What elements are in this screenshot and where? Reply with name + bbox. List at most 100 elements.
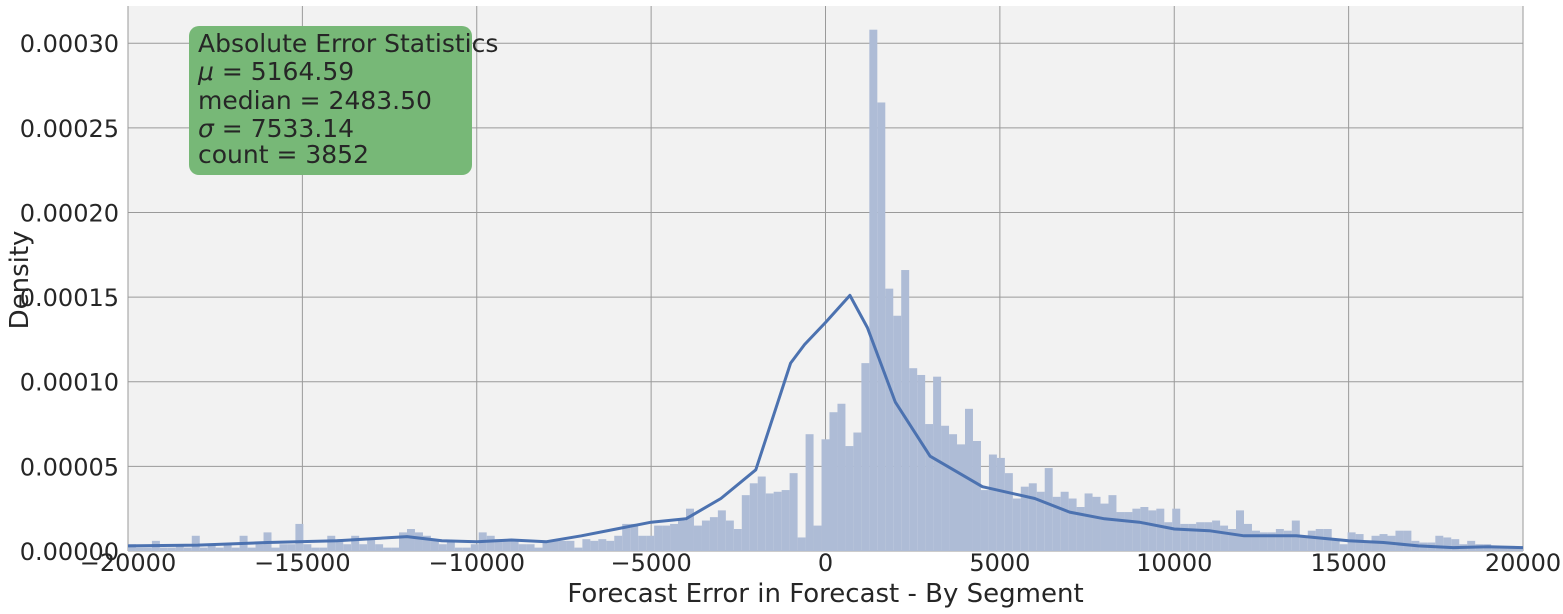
histogram-bar xyxy=(829,412,838,551)
histogram-bar xyxy=(630,523,639,551)
stats-count: count = 3852 xyxy=(198,140,369,169)
histogram-bar xyxy=(1443,537,1452,551)
histogram-bar xyxy=(1220,525,1229,551)
y-tick-label: 0.00020 xyxy=(20,199,119,227)
histogram-bar xyxy=(558,540,567,551)
histogram-bar xyxy=(462,547,471,551)
stats-count-value: count = 3852 xyxy=(198,140,369,169)
histogram-bar xyxy=(367,539,376,551)
stats-std: σ = 7533.14 xyxy=(198,114,354,143)
histogram-bar xyxy=(1108,495,1117,551)
kde-line xyxy=(127,293,1524,550)
histogram-bar xyxy=(957,444,965,551)
histogram-bar xyxy=(279,544,288,551)
histogram-bar xyxy=(407,528,415,551)
histogram-bar xyxy=(1244,523,1252,551)
histogram-bar xyxy=(231,547,240,551)
histogram-bar xyxy=(1012,498,1021,551)
histogram-bar xyxy=(1491,545,1500,551)
histogram-bar xyxy=(662,525,671,551)
histogram-bar xyxy=(446,540,455,551)
y-tick-labels: 0.00000 0.00005 0.00010 0.00015 0.00020 0.000… xyxy=(20,30,119,566)
histogram-bar xyxy=(805,434,814,551)
histogram-bar xyxy=(917,374,926,551)
histogram-bar xyxy=(1451,539,1460,551)
histogram-bar xyxy=(980,490,989,551)
histogram-bar xyxy=(1299,535,1308,551)
histogram-bar xyxy=(295,523,304,551)
x-tick-label: −20000 xyxy=(80,549,176,577)
histogram-bar xyxy=(1084,493,1093,551)
histogram-bar xyxy=(175,544,184,551)
x-axis-label: Forecast Error in Forecast - By Segment xyxy=(567,579,1083,609)
histogram-bar xyxy=(574,547,583,551)
histogram-bar xyxy=(414,532,423,551)
histogram-bar xyxy=(207,544,216,551)
x-tick-label: −10000 xyxy=(429,549,525,577)
histogram-bar xyxy=(335,539,344,551)
histogram-bar xyxy=(454,547,463,551)
histogram-bar xyxy=(526,544,535,551)
histogram-bar xyxy=(1259,532,1268,551)
histogram-bar xyxy=(1204,522,1213,551)
histogram-bar xyxy=(1028,483,1037,551)
histogram-bar xyxy=(255,544,264,551)
histogram-bar xyxy=(901,270,910,551)
histogram-bar xyxy=(135,547,144,551)
histogram-bar xyxy=(215,547,224,551)
histogram-bar xyxy=(271,547,280,551)
y-axis-label: Density xyxy=(5,231,35,330)
stats-mean-symbol: μ xyxy=(197,57,214,86)
histogram-bar xyxy=(430,539,439,551)
histogram-bar xyxy=(1515,547,1523,551)
histogram-bar xyxy=(343,544,352,551)
histogram-bar xyxy=(893,315,902,551)
histogram-bar xyxy=(789,473,798,551)
histogram-bar xyxy=(765,493,774,551)
histogram-bar xyxy=(1236,510,1244,551)
histogram-bar xyxy=(1307,530,1316,551)
histogram-bar xyxy=(351,535,360,551)
histogram-bar xyxy=(359,544,368,551)
stats-box: Absolute Error Statistics μ = 5164.59 me… xyxy=(189,26,498,175)
y-tick-label: 0.00000 xyxy=(20,538,119,566)
histogram-bar xyxy=(518,544,527,551)
histogram-bar xyxy=(1363,540,1372,551)
histogram-bar xyxy=(1435,535,1444,551)
histogram-bar xyxy=(877,102,886,551)
histogram-bar xyxy=(1036,491,1045,551)
x-tick-label: −5000 xyxy=(611,549,692,577)
histogram-bar xyxy=(773,491,782,551)
x-tick-labels: −20000 −15000 −10000 −5000 0 5000 10000 15000 20… xyxy=(80,549,1561,577)
histogram-bar xyxy=(494,539,503,551)
y-tick-label: 0.00025 xyxy=(20,115,119,143)
histogram-bar xyxy=(1315,528,1324,551)
histogram-bar xyxy=(287,544,296,551)
histogram-bar xyxy=(199,547,208,551)
histogram-bar xyxy=(128,544,136,551)
stats-mean-value: = 5164.59 xyxy=(214,57,354,86)
histogram-bar xyxy=(845,446,854,551)
histogram-bar xyxy=(654,525,663,551)
histogram-bar xyxy=(1251,530,1260,551)
histogram-bar xyxy=(1188,523,1197,551)
histogram-bar xyxy=(1339,544,1348,551)
histogram-bar xyxy=(678,520,686,551)
histogram-bar xyxy=(319,547,328,551)
y-tick-label: 0.00015 xyxy=(20,284,119,312)
histogram-bar xyxy=(725,520,734,551)
histogram-bar xyxy=(949,434,958,551)
x-tick-label: 5000 xyxy=(969,549,1030,577)
histogram-bar xyxy=(1060,491,1069,551)
histogram-bar xyxy=(438,544,447,551)
histogram-bar xyxy=(550,540,559,551)
stats-std-value: = 7533.14 xyxy=(214,114,354,143)
histogram-bar xyxy=(1020,486,1029,551)
histogram-bar xyxy=(143,547,152,551)
histogram-bar xyxy=(470,544,479,551)
histogram-bar xyxy=(686,508,694,551)
histogram-bar xyxy=(1052,496,1061,551)
histogram-bar xyxy=(717,510,726,551)
histogram-bar xyxy=(757,476,766,551)
